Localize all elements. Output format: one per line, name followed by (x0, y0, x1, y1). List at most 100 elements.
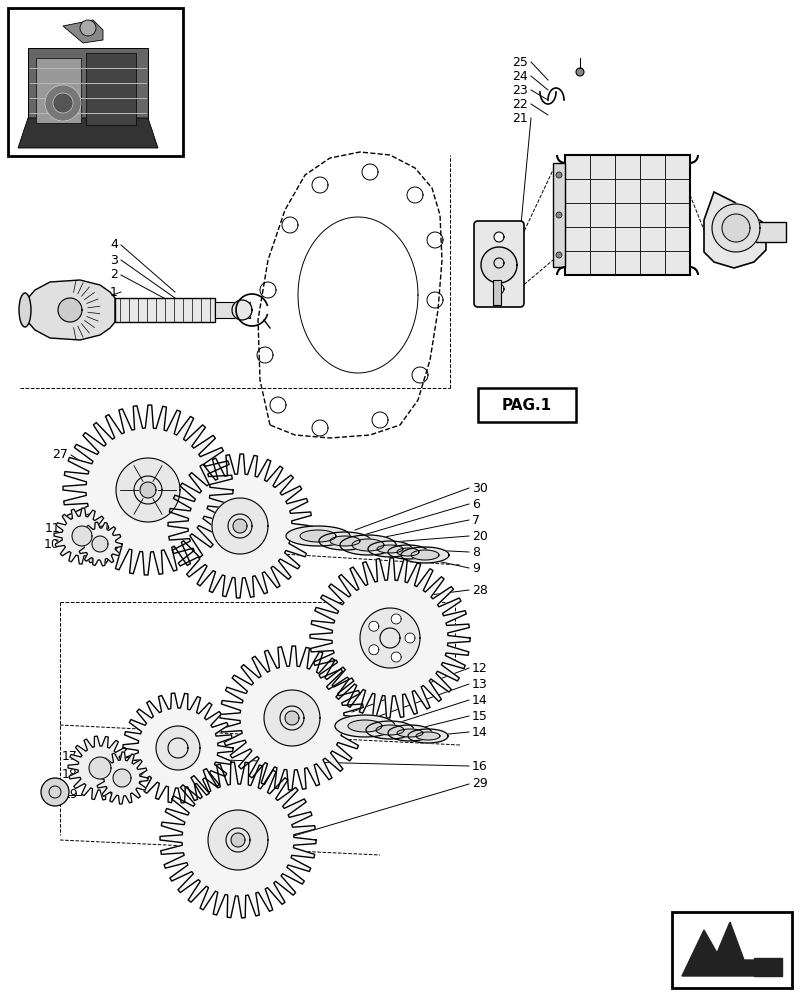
Text: PAG.1: PAG.1 (501, 397, 551, 412)
Text: 7: 7 (471, 514, 479, 526)
Text: 6: 6 (471, 497, 479, 510)
Text: 22: 22 (512, 98, 527, 111)
Text: 4: 4 (110, 238, 118, 251)
Polygon shape (212, 498, 268, 554)
Text: 15: 15 (471, 710, 487, 722)
Polygon shape (407, 729, 448, 743)
Polygon shape (329, 536, 359, 546)
Bar (478, 388, 575, 422)
Circle shape (556, 252, 561, 258)
Polygon shape (225, 828, 250, 852)
Text: 10: 10 (44, 538, 60, 550)
Text: 2: 2 (110, 268, 118, 282)
Polygon shape (92, 536, 108, 552)
Polygon shape (351, 539, 384, 551)
Text: 26: 26 (727, 212, 743, 225)
Text: 20: 20 (471, 530, 487, 542)
Bar (492, 280, 500, 305)
Bar (8, 8, 182, 156)
Circle shape (575, 68, 583, 76)
Circle shape (80, 20, 96, 36)
Bar (215, 302, 250, 318)
Text: 25: 25 (512, 56, 527, 69)
Polygon shape (78, 522, 122, 566)
Polygon shape (28, 48, 148, 138)
Text: 3: 3 (110, 253, 118, 266)
Polygon shape (220, 646, 363, 790)
Polygon shape (753, 958, 781, 976)
Bar (755, 222, 785, 242)
Polygon shape (410, 550, 439, 560)
Circle shape (556, 172, 561, 178)
Polygon shape (319, 532, 371, 550)
Bar (86, 53, 135, 125)
Polygon shape (335, 715, 394, 737)
Text: 17: 17 (62, 750, 78, 762)
Polygon shape (280, 706, 303, 730)
Text: 11: 11 (44, 522, 60, 534)
Polygon shape (391, 614, 401, 624)
Polygon shape (156, 726, 200, 770)
Polygon shape (493, 258, 504, 268)
Text: 1: 1 (110, 286, 118, 298)
Polygon shape (232, 300, 251, 320)
Polygon shape (58, 298, 82, 322)
FancyBboxPatch shape (474, 221, 523, 307)
Polygon shape (388, 725, 431, 741)
Text: 29: 29 (471, 777, 487, 790)
Polygon shape (368, 621, 379, 631)
Circle shape (41, 778, 69, 806)
Polygon shape (139, 482, 156, 498)
Polygon shape (375, 725, 404, 735)
Bar (672, 912, 791, 988)
Polygon shape (285, 711, 298, 725)
Polygon shape (368, 645, 379, 655)
Polygon shape (493, 232, 504, 242)
Bar (115, 298, 215, 322)
Bar (564, 155, 689, 275)
Polygon shape (134, 476, 162, 504)
Text: 12: 12 (471, 662, 487, 674)
Polygon shape (415, 732, 440, 740)
Polygon shape (405, 633, 414, 643)
Polygon shape (233, 519, 247, 533)
Polygon shape (63, 405, 233, 575)
Text: 24: 24 (512, 70, 527, 83)
Polygon shape (160, 762, 315, 918)
Text: 30: 30 (471, 482, 487, 494)
Polygon shape (711, 204, 759, 252)
Polygon shape (391, 652, 401, 662)
Text: 21: 21 (512, 112, 527, 125)
Polygon shape (493, 284, 504, 294)
Polygon shape (480, 247, 517, 283)
Polygon shape (367, 541, 411, 557)
Polygon shape (230, 833, 245, 847)
Polygon shape (113, 769, 131, 787)
Text: 27: 27 (52, 448, 68, 462)
Polygon shape (703, 192, 765, 268)
Text: 13: 13 (471, 678, 487, 690)
Polygon shape (681, 922, 781, 976)
Text: 19: 19 (62, 788, 78, 801)
Polygon shape (208, 810, 268, 870)
Bar (36, 58, 81, 123)
Text: 23: 23 (512, 84, 527, 97)
Polygon shape (72, 526, 92, 546)
Text: 8: 8 (471, 546, 479, 558)
Polygon shape (340, 535, 396, 555)
Polygon shape (116, 458, 180, 522)
Ellipse shape (19, 293, 31, 327)
Bar (552, 163, 564, 267)
Polygon shape (264, 690, 320, 746)
Polygon shape (721, 214, 749, 242)
Polygon shape (18, 118, 158, 148)
Polygon shape (366, 721, 414, 739)
Polygon shape (168, 454, 311, 598)
Text: 16: 16 (471, 760, 487, 772)
Polygon shape (359, 608, 419, 668)
Polygon shape (285, 526, 350, 546)
Circle shape (45, 85, 81, 121)
Text: 14: 14 (471, 694, 487, 706)
Polygon shape (380, 628, 400, 648)
Polygon shape (25, 280, 115, 340)
